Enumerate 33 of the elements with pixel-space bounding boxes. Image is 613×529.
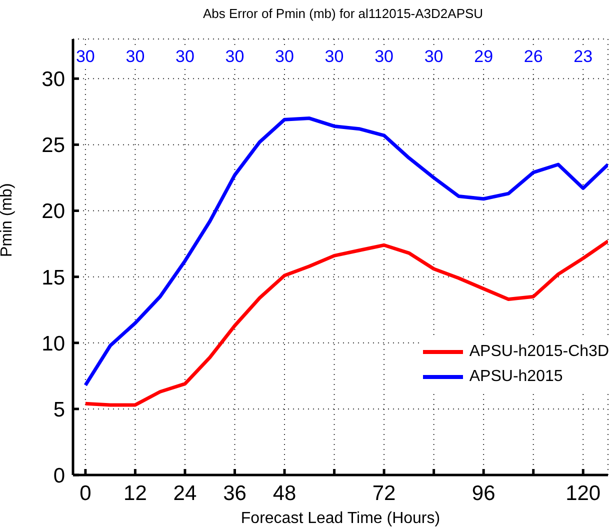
y-tick-label: 15 <box>42 266 65 290</box>
x-tick-label: 72 <box>372 482 396 505</box>
line-series <box>84 116 608 387</box>
annotation: 30 <box>126 47 145 67</box>
annotation: 30 <box>324 47 344 67</box>
x-tick-label: 0 <box>80 482 92 505</box>
chart-title: Abs Error of Pmin (mb) for al112015-A3D2APSU <box>202 6 484 21</box>
annotation: 30 <box>225 47 244 67</box>
annotation: 26 <box>524 47 543 67</box>
x-tick-label: 96 <box>472 482 496 505</box>
annotation: 30 <box>275 47 294 67</box>
legend-label: APSU-h2015-Ch3D <box>469 342 609 362</box>
line-series <box>84 239 608 407</box>
x-tick-label: 48 <box>272 482 296 505</box>
x-axis-title: Forecast Lead Time (Hours) <box>240 510 440 527</box>
legend-label: APSU-h2015 <box>469 367 563 387</box>
annotation: 29 <box>474 47 494 67</box>
y-tick-label: 25 <box>42 134 65 158</box>
y-tick-label: 0 <box>53 464 65 488</box>
y-tick-label: 10 <box>42 332 65 356</box>
x-tick-label: 24 <box>173 482 197 505</box>
annotation: 30 <box>374 47 394 67</box>
annotation: 23 <box>574 47 593 67</box>
annotation: 30 <box>176 47 194 67</box>
y-tick-label: 20 <box>42 200 65 224</box>
x-tick-label: 36 <box>223 482 246 505</box>
annotation: 30 <box>424 47 444 67</box>
x-tick-label: 12 <box>124 482 147 505</box>
y-tick-label: 30 <box>42 68 65 92</box>
annotation: 30 <box>76 47 95 67</box>
y-tick-label: 5 <box>53 398 65 422</box>
y-axis-title: Pmin (mb) <box>0 183 16 257</box>
x-tick-label: 120 <box>566 482 601 505</box>
